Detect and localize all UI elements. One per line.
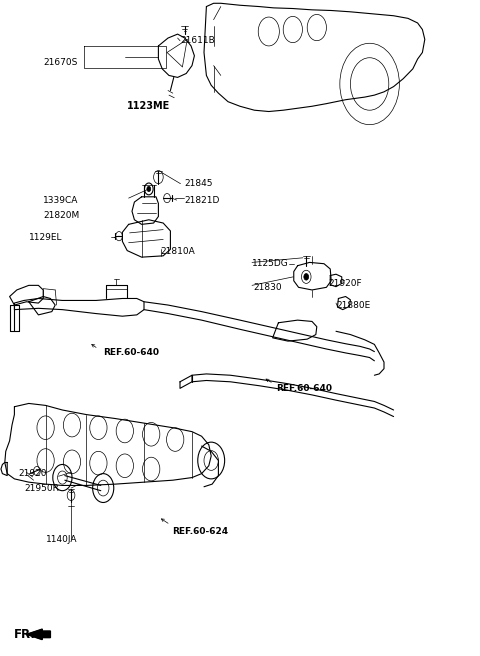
- Text: 21810A: 21810A: [161, 247, 195, 256]
- Text: 1140JA: 1140JA: [46, 535, 77, 544]
- Text: 21820M: 21820M: [43, 211, 80, 220]
- Text: REF.60-624: REF.60-624: [172, 527, 228, 536]
- Polygon shape: [26, 629, 50, 640]
- Text: 21845: 21845: [185, 179, 213, 188]
- Text: 1339CA: 1339CA: [43, 195, 79, 205]
- Text: 21880E: 21880E: [336, 300, 370, 310]
- Text: 1129EL: 1129EL: [29, 233, 62, 242]
- Text: 21821D: 21821D: [185, 195, 220, 205]
- Text: 1125DG: 1125DG: [252, 259, 289, 268]
- Circle shape: [304, 274, 309, 280]
- Text: 21920: 21920: [18, 469, 47, 478]
- Text: REF.60-640: REF.60-640: [276, 384, 332, 393]
- Text: 1123ME: 1123ME: [127, 101, 170, 112]
- Text: 21830: 21830: [253, 283, 282, 292]
- Circle shape: [147, 186, 151, 192]
- Text: 21611B: 21611B: [180, 36, 215, 45]
- Text: 21670S: 21670S: [43, 58, 78, 67]
- Text: 21920F: 21920F: [329, 279, 362, 288]
- Text: FR.: FR.: [13, 628, 36, 641]
- Text: 21950R: 21950R: [24, 484, 59, 493]
- Text: REF.60-640: REF.60-640: [103, 348, 159, 358]
